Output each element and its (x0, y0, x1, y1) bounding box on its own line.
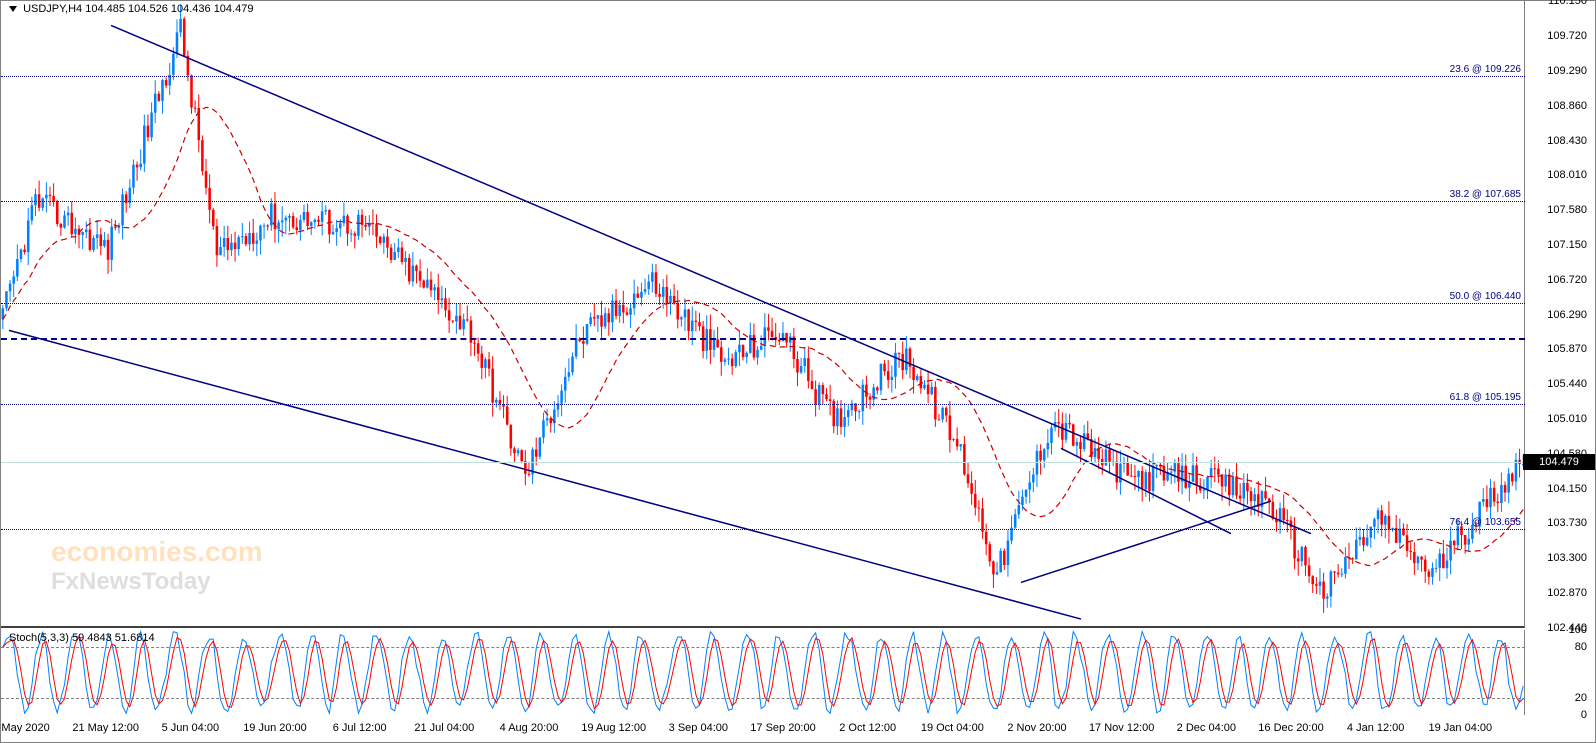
watermark-brand: economies.com (51, 536, 263, 568)
horizontal-dash-line (1, 338, 1525, 340)
fib-label: 38.2 @ 107.685 (1450, 189, 1521, 200)
x-tick-label: 17 Nov 12:00 (1089, 722, 1154, 734)
chart-container: 23.6 @ 109.226 38.2 @ 107.685 50.0 @ 106.4… (0, 0, 1596, 743)
stochastic-panel[interactable] (1, 630, 1525, 715)
x-tick-label: 2 Dec 04:00 (1177, 722, 1236, 734)
x-tick-label: 19 Jan 04:00 (1429, 722, 1493, 734)
y-tick-label: 106.290 (1547, 309, 1587, 321)
y-tick-label: 107.150 (1547, 239, 1587, 251)
x-tick-label: 19 Jun 20:00 (243, 722, 307, 734)
watermark-subtitle: FxNewsToday (51, 568, 263, 596)
x-tick-label: 6 May 2020 (0, 722, 50, 734)
x-tick-label: 16 Dec 20:00 (1258, 722, 1323, 734)
fib-label: 23.6 @ 109.226 (1450, 64, 1521, 75)
fib-line: 50.0 @ 106.440 (1, 303, 1525, 304)
indicator-y-tick: 80 (1575, 641, 1587, 653)
price-canvas (1, 1, 1525, 628)
indicator-y-axis: 02080100 (1523, 630, 1595, 715)
x-tick-label: 4 Aug 20:00 (500, 722, 559, 734)
x-tick-label: 5 Jun 04:00 (162, 722, 220, 734)
symbol-label: USDJPY,H4 (23, 3, 82, 15)
stoch-ref-line (1, 698, 1525, 699)
y-tick-label: 106.720 (1547, 274, 1587, 286)
time-x-axis: 6 May 2020 21 May 12:00 5 Jun 04:00 19 Jun … (1, 713, 1525, 742)
y-tick-label: 110.150 (1548, 0, 1587, 7)
price-y-axis: 110.150 109.720 109.290 108.860 108.430 108.0… (1523, 1, 1595, 628)
y-tick-label: 104.150 (1547, 483, 1587, 495)
indicator-values: 59.4843 51.6814 (72, 632, 155, 644)
current-price-tag: 104.479 (1523, 454, 1595, 470)
dropdown-icon[interactable] (9, 6, 17, 12)
indicator-title: Stoch(5,3,3) 59.4843 51.6814 (9, 632, 155, 644)
indicator-name: Stoch(5,3,3) (9, 632, 69, 644)
fib-line: 38.2 @ 107.685 (1, 201, 1525, 202)
x-tick-label: 2 Nov 20:00 (1007, 722, 1066, 734)
y-tick-label: 108.430 (1547, 135, 1587, 147)
y-tick-label: 108.860 (1547, 100, 1587, 112)
y-tick-label: 102.870 (1547, 587, 1587, 599)
fib-label: 76.4 @ 103.655 (1450, 517, 1521, 528)
y-tick-label: 108.010 (1547, 169, 1587, 181)
x-tick-label: 19 Oct 04:00 (921, 722, 984, 734)
y-tick-label: 103.300 (1547, 552, 1587, 564)
x-tick-label: 21 Jul 04:00 (414, 722, 474, 734)
x-tick-label: 2 Oct 12:00 (839, 722, 896, 734)
y-tick-label: 107.580 (1547, 204, 1587, 216)
main-price-chart[interactable]: 23.6 @ 109.226 38.2 @ 107.685 50.0 @ 106.4… (1, 1, 1525, 628)
x-tick-label: 4 Jan 12:00 (1347, 722, 1405, 734)
watermark: economies.com FxNewsToday (51, 536, 263, 596)
fib-line: 23.6 @ 109.226 (1, 76, 1525, 77)
x-tick-label: 21 May 12:00 (72, 722, 139, 734)
indicator-y-tick: 100 (1569, 624, 1587, 636)
x-tick-label: 19 Aug 12:00 (581, 722, 646, 734)
x-tick-label: 3 Sep 04:00 (669, 722, 728, 734)
fib-line: 76.4 @ 103.655 (1, 529, 1525, 530)
stochastic-canvas (1, 630, 1525, 715)
indicator-y-tick: 0 (1581, 709, 1587, 721)
fib-label: 50.0 @ 106.440 (1450, 291, 1521, 302)
x-tick-label: 6 Jul 12:00 (333, 722, 387, 734)
indicator-y-tick: 20 (1575, 692, 1587, 704)
ohlc-label: 104.485 104.526 104.436 104.479 (85, 3, 253, 15)
chart-title: USDJPY,H4 104.485 104.526 104.436 104.47… (9, 3, 253, 15)
stoch-ref-line (1, 647, 1525, 648)
y-tick-label: 109.290 (1547, 65, 1587, 77)
fib-label: 61.8 @ 105.195 (1450, 392, 1521, 403)
y-tick-label: 103.730 (1547, 517, 1587, 529)
y-tick-label: 109.720 (1547, 30, 1587, 42)
y-tick-label: 105.440 (1547, 378, 1587, 390)
x-tick-label: 17 Sep 20:00 (750, 722, 815, 734)
y-tick-label: 105.870 (1547, 343, 1587, 355)
y-tick-label: 105.010 (1547, 413, 1587, 425)
fib-line: 61.8 @ 105.195 (1, 404, 1525, 405)
